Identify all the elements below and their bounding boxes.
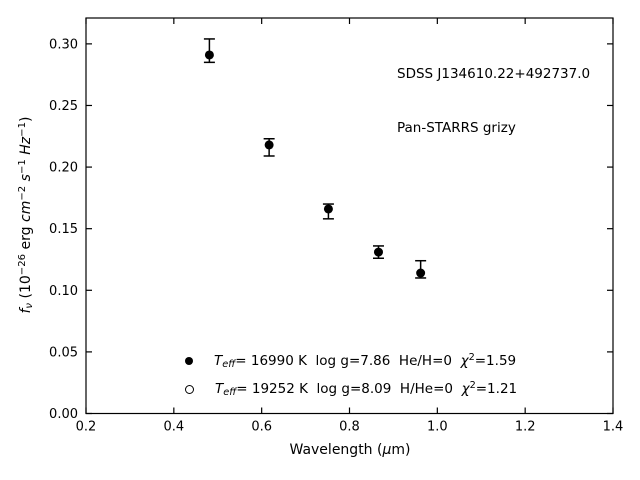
x-tick-label: 0.6 (251, 419, 272, 434)
data-point (416, 268, 426, 278)
annotation-object-name: SDSS J134610.22+492737.0 (397, 66, 591, 82)
data-point (323, 204, 333, 214)
y-tick-label: 0.00 (49, 407, 78, 422)
y-tick-label: 0.20 (49, 161, 78, 176)
legend-entry-label: Teff= 19252 K log g=8.09 H/He=0 χ2=1.21 (215, 380, 518, 398)
annotation-survey: Pan-STARRS grizy (397, 120, 516, 136)
x-tick-label: 0.2 (76, 419, 97, 434)
data-point (373, 247, 383, 257)
x-tick-label: 1.0 (427, 419, 448, 434)
x-tick-label: 1.2 (515, 419, 536, 434)
open-circle-icon (185, 384, 194, 394)
legend-entry-model-2: Teff= 19252 K log g=8.09 H/He=0 χ2=1.21 (185, 380, 518, 398)
data-point (204, 50, 214, 60)
y-tick-label: 0.10 (49, 284, 78, 299)
y-tick-label: 0.05 (49, 345, 78, 360)
y-tick-label: 0.15 (49, 222, 78, 237)
y-tick-label: 0.25 (49, 99, 78, 114)
x-tick-label: 1.4 (603, 419, 624, 434)
y-tick-label: 0.30 (49, 37, 78, 52)
y-axis-label: fν (10−26 erg cm−2 s−1 Hz−1) (16, 116, 36, 314)
annotation: SDSS J134610.22+492737.0 Pan-STARRS griz… (397, 29, 590, 173)
filled-circle-icon (185, 357, 193, 365)
x-tick-label: 0.4 (163, 419, 184, 434)
legend-entry-model-1: Teff= 16990 K log g=7.86 He/H=0 χ2=1.59 (185, 352, 517, 370)
legend-entry-label: Teff= 16990 K log g=7.86 He/H=0 χ2=1.59 (214, 352, 517, 370)
x-axis-label: Wavelength (μm) (289, 442, 411, 458)
data-point (264, 140, 274, 150)
x-tick-label: 0.8 (339, 419, 360, 434)
